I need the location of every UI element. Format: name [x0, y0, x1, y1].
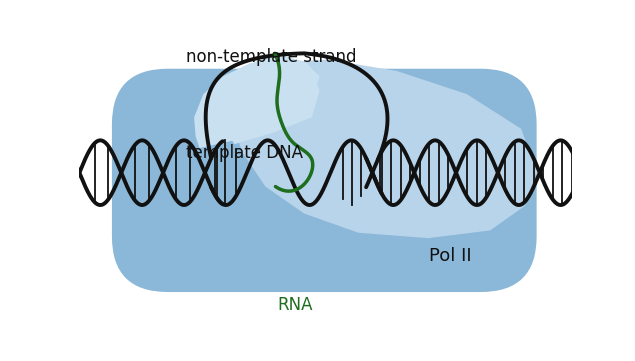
Text: template DNA: template DNA	[186, 144, 304, 162]
FancyBboxPatch shape	[112, 69, 537, 292]
Polygon shape	[194, 58, 319, 148]
Polygon shape	[231, 60, 537, 238]
Text: RNA: RNA	[277, 296, 312, 314]
Polygon shape	[223, 56, 319, 144]
Text: non-template strand: non-template strand	[186, 48, 357, 66]
Text: Pol II: Pol II	[429, 247, 471, 265]
